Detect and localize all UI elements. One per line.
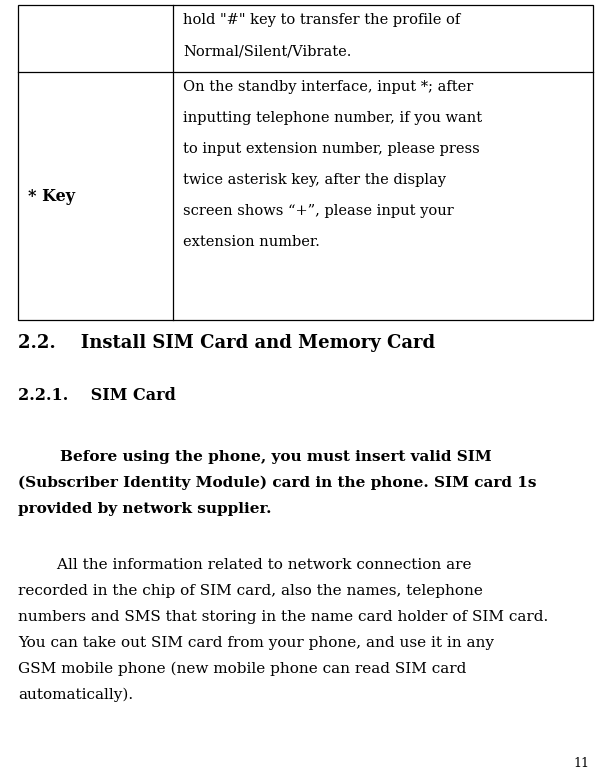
Text: twice asterisk key, after the display: twice asterisk key, after the display [183, 173, 446, 187]
Text: recorded in the chip of SIM card, also the names, telephone: recorded in the chip of SIM card, also t… [18, 584, 483, 598]
Text: On the standby interface, input *; after: On the standby interface, input *; after [183, 80, 473, 94]
Text: hold "#" key to transfer the profile of: hold "#" key to transfer the profile of [183, 13, 460, 27]
Text: numbers and SMS that storing in the name card holder of SIM card.: numbers and SMS that storing in the name… [18, 610, 548, 624]
Text: to input extension number, please press: to input extension number, please press [183, 142, 480, 156]
Text: * Key: * Key [28, 187, 75, 205]
Text: All the information related to network connection are: All the information related to network c… [18, 558, 472, 572]
Text: You can take out SIM card from your phone, and use it in any: You can take out SIM card from your phon… [18, 636, 494, 650]
Text: 2.2.    Install SIM Card and Memory Card: 2.2. Install SIM Card and Memory Card [18, 334, 435, 352]
Text: GSM mobile phone (new mobile phone can read SIM card: GSM mobile phone (new mobile phone can r… [18, 662, 466, 676]
Text: screen shows “+”, please input your: screen shows “+”, please input your [183, 204, 454, 218]
Text: inputting telephone number, if you want: inputting telephone number, if you want [183, 111, 482, 125]
Text: Normal/Silent/Vibrate.: Normal/Silent/Vibrate. [183, 44, 351, 58]
Text: extension number.: extension number. [183, 235, 320, 249]
Text: Before using the phone, you must insert valid SIM: Before using the phone, you must insert … [18, 450, 492, 464]
Bar [18, 5, 593, 320]
Text: automatically).: automatically). [18, 688, 133, 703]
Text: (Subscriber Identity Module) card in the phone. SIM card 1s: (Subscriber Identity Module) card in the… [18, 476, 537, 490]
Text: 2.2.1.    SIM Card: 2.2.1. SIM Card [18, 387, 176, 404]
Text: provided by network supplier.: provided by network supplier. [18, 502, 271, 516]
Text: 11: 11 [573, 757, 589, 770]
